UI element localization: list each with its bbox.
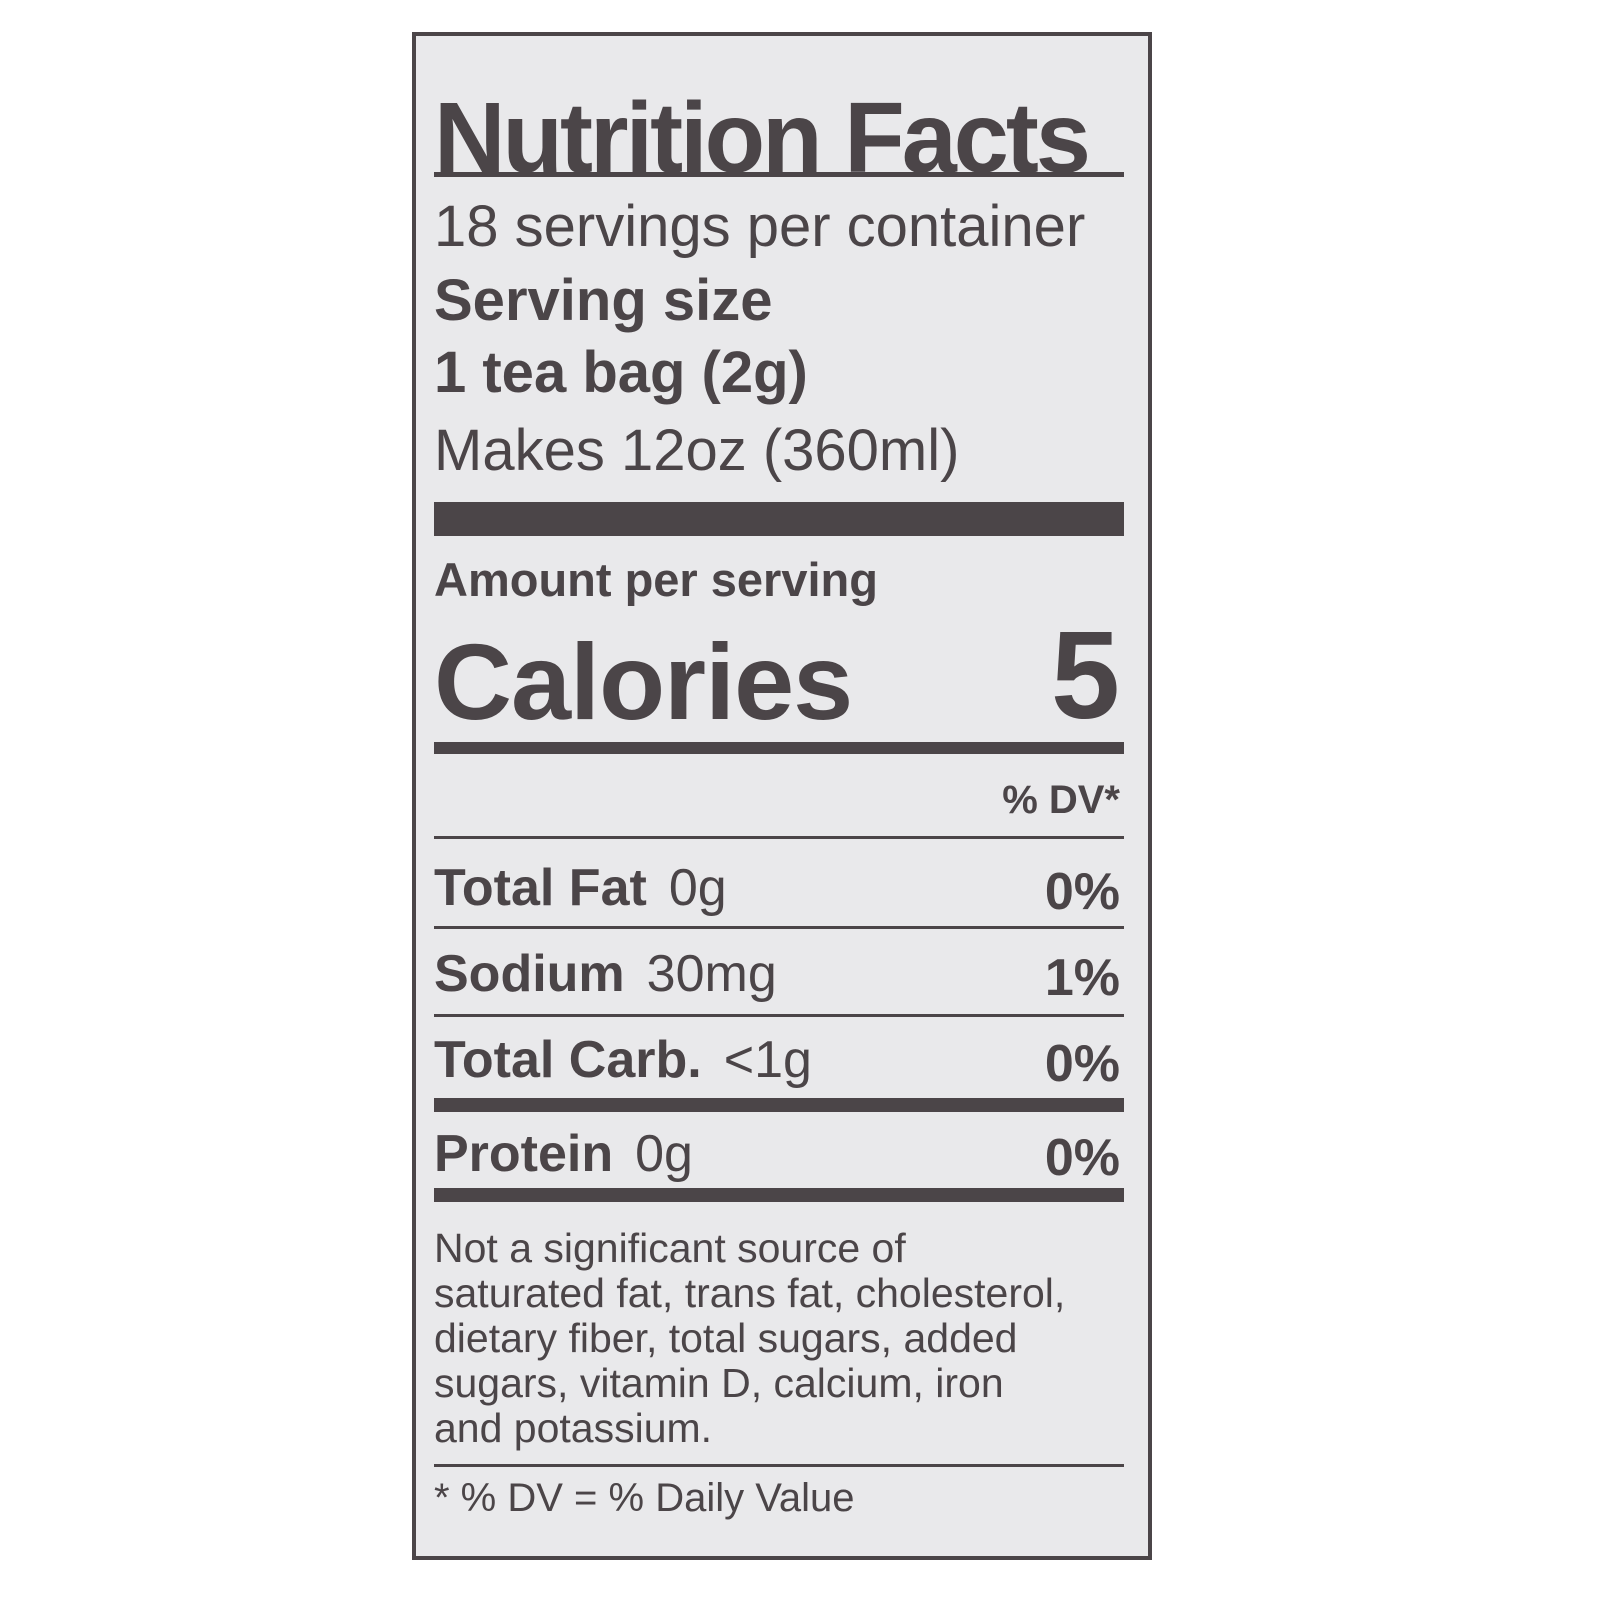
- nutrient-amount: 30mg: [646, 945, 777, 1003]
- nutrient-amount: 0g: [668, 859, 727, 917]
- amount-per-serving: Amount per serving: [434, 553, 878, 606]
- nutrient-dv: 0%: [1044, 1129, 1120, 1187]
- divider-medium: [434, 1188, 1124, 1202]
- nutrient-dv: 0%: [1044, 863, 1120, 921]
- divider-thin: [434, 1464, 1124, 1467]
- divider-medium: [434, 742, 1124, 754]
- nutrient-row-sodium: Sodium 30mg: [434, 948, 777, 1000]
- divider-thin: [434, 836, 1124, 839]
- dv-header: % DV*: [1002, 778, 1120, 822]
- nutrient-name: Protein: [434, 1125, 614, 1183]
- nutrient-dv: 1%: [1044, 949, 1120, 1007]
- calories-label: Calories: [434, 621, 853, 742]
- dv-footnote: * % DV = % Daily Value: [434, 1476, 855, 1520]
- nutrient-row-total-carb: Total Carb. <1g: [434, 1034, 812, 1086]
- nutrient-name: Total Fat: [434, 859, 647, 917]
- calories-value: 5: [1051, 607, 1120, 745]
- servings-per-container: 18 servings per container: [434, 194, 1086, 259]
- nutrient-amount: <1g: [723, 1031, 812, 1089]
- not-significant-statement: Not a significant source of saturated fa…: [434, 1225, 1066, 1451]
- nutrient-name: Total Carb.: [434, 1031, 702, 1089]
- divider-medium: [434, 1098, 1124, 1112]
- serving-size-value: 1 tea bag (2g): [434, 340, 808, 405]
- nutrient-amount: 0g: [635, 1125, 693, 1183]
- nutrient-row-protein: Protein 0g: [434, 1128, 693, 1180]
- nutrition-facts-label: Nutrition Facts 18 servings per containe…: [412, 32, 1152, 1560]
- serving-size-label: Serving size: [434, 268, 773, 333]
- divider-thick: [434, 502, 1124, 536]
- label-title: Nutrition Facts: [434, 82, 1091, 194]
- nutrient-dv: 0%: [1044, 1035, 1120, 1093]
- nutrient-row-total-fat: Total Fat 0g: [434, 862, 727, 914]
- makes-volume: Makes 12oz (360ml): [434, 418, 960, 483]
- divider-thin: [434, 1014, 1124, 1017]
- divider-thin: [434, 926, 1124, 929]
- nutrient-name: Sodium: [434, 945, 625, 1003]
- divider-thin: [434, 172, 1124, 177]
